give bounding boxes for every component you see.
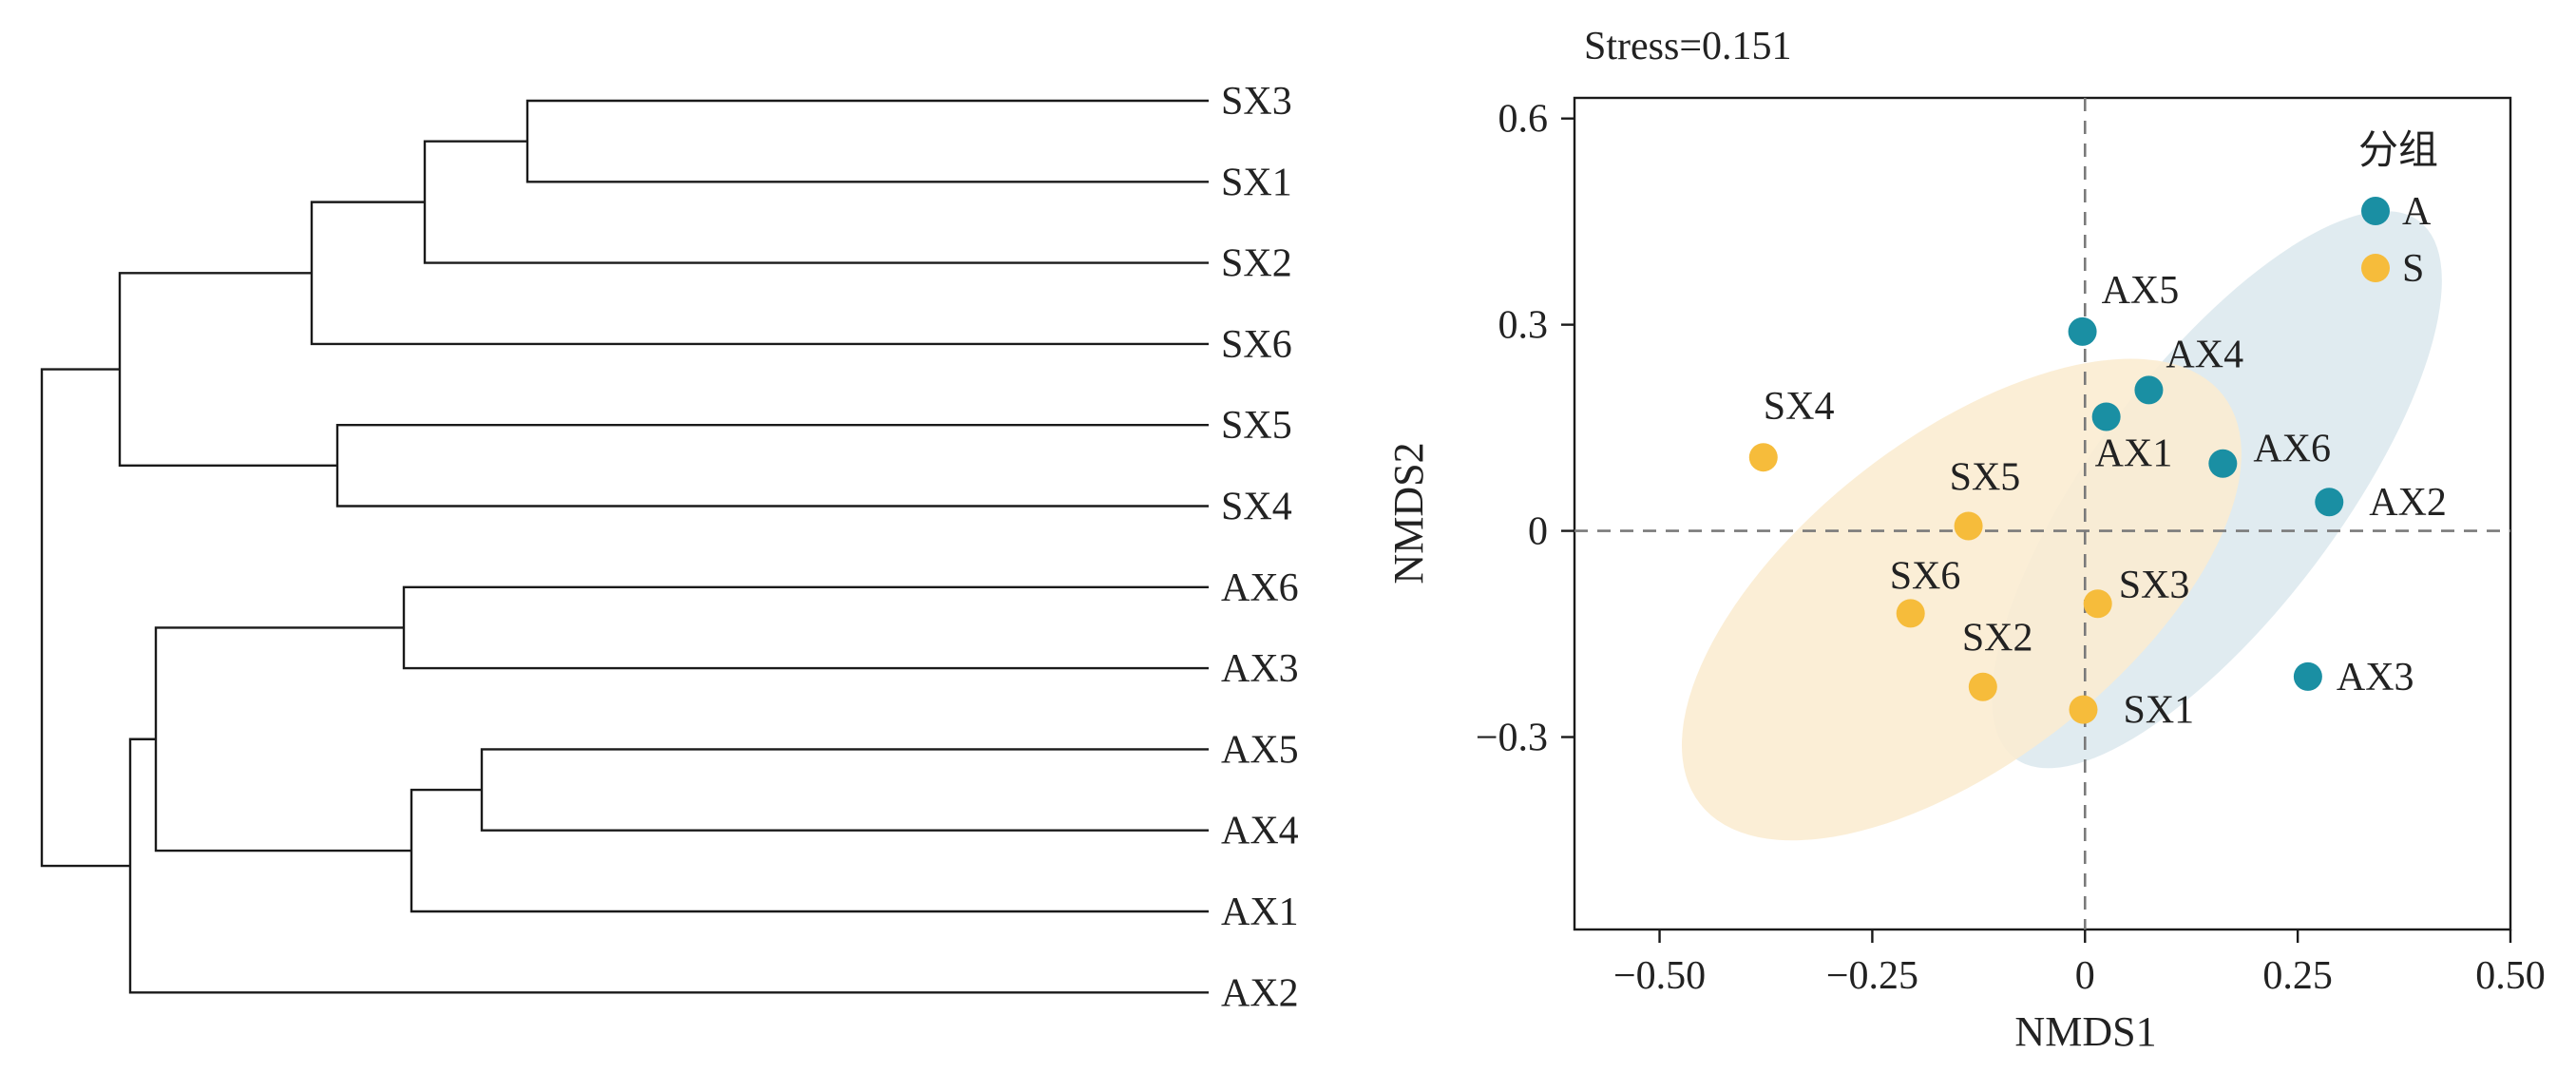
leaf-label-ax4: AX4 [1221,810,1299,853]
dendrogram-branch [128,738,1209,994]
dendrogram-branch [118,272,337,468]
point-ax2 [2315,488,2344,517]
point-sx1 [2069,695,2098,724]
point-ax5 [2068,316,2097,346]
dendrogram-branch [154,626,411,853]
legend-title: 分组 [2358,126,2438,173]
dendrogram-branch [423,140,1209,264]
dendrogram-branch [525,99,1209,183]
cluster-dendrogram: SX3 SX1 SX2 SX6 SX5 SX4 AX6 AX3 AX5 AX4 AX1 AX2 [40,80,1299,1015]
point-label-sx2: SX2 [1962,617,2033,661]
leaf-label-sx1: SX1 [1221,161,1292,204]
point-label-sx3: SX3 [2119,564,2190,607]
legend-label-s: S [2402,247,2424,291]
point-sx3 [2083,589,2112,619]
plot-frame [1573,96,2512,931]
point-sx2 [1968,672,1997,701]
point-ax6 [2208,449,2238,478]
point-label-sx6: SX6 [1890,554,1961,598]
dendrogram-branch [480,748,1209,832]
legend-label-a: A [2402,190,2432,234]
leaf-label-ax3: AX3 [1221,647,1299,691]
y-tick-label: 0.3 [1498,304,1549,348]
point-ax4 [2134,375,2164,405]
point-ax3 [2293,661,2322,691]
x-tick-label: 0 [2075,954,2095,998]
point-label-ax3: AX3 [2337,656,2414,699]
point-label-ax5: AX5 [2102,269,2180,313]
leaf-label-sx2: SX2 [1221,242,1292,286]
point-sx6 [1896,599,1925,628]
dendrogram-branch [40,368,130,868]
leaf-label-sx6: SX6 [1221,323,1292,367]
dendrogram-branch [402,585,1209,670]
dendrogram-branch [335,424,1209,508]
nmds-plot: Stress=0.151 −0.50 −0.25 0 0.25 0.50 −0.3 0 0.… [1385,25,2546,1055]
legend-marker-s [2361,254,2390,282]
leaf-label-ax1: AX1 [1221,891,1299,934]
x-tick-label: −0.50 [1613,954,1706,998]
y-tick-label: −0.3 [1476,717,1548,760]
leaf-label-sx3: SX3 [1221,80,1292,124]
leaf-label-ax6: AX6 [1221,566,1299,610]
y-tick-label: 0.6 [1498,98,1549,142]
point-label-ax2: AX2 [2369,481,2447,525]
y-tick-label: 0 [1528,510,1548,554]
point-label-ax4: AX4 [2166,333,2243,376]
point-sx5 [1954,511,1983,541]
leaf-label-ax2: AX2 [1221,971,1299,1015]
point-sx4 [1748,443,1778,472]
x-axis-title: NMDS1 [2014,1008,2156,1055]
point-label-ax1: AX1 [2095,432,2173,476]
dendrogram-branch [310,201,1209,346]
point-label-sx5: SX5 [1950,456,2021,500]
point-label-sx4: SX4 [1764,385,1835,429]
legend: 分组 AS [2358,126,2438,291]
dendrogram-branch [410,788,1209,913]
x-tick-label: 0.25 [2262,954,2333,998]
stress-label: Stress=0.151 [1584,25,1792,68]
point-label-sx1: SX1 [2123,689,2194,733]
leaf-label-sx5: SX5 [1221,404,1292,448]
point-ax1 [2091,402,2121,431]
legend-marker-a [2361,197,2390,225]
y-axis-title: NMDS2 [1385,442,1432,584]
x-tick-label: −0.25 [1826,954,1918,998]
leaf-label-sx4: SX4 [1221,486,1292,529]
leaf-label-ax5: AX5 [1221,728,1299,772]
x-tick-label: 0.50 [2475,954,2546,998]
ellipse-group-s [1681,358,2242,841]
point-label-ax6: AX6 [2253,428,2331,471]
